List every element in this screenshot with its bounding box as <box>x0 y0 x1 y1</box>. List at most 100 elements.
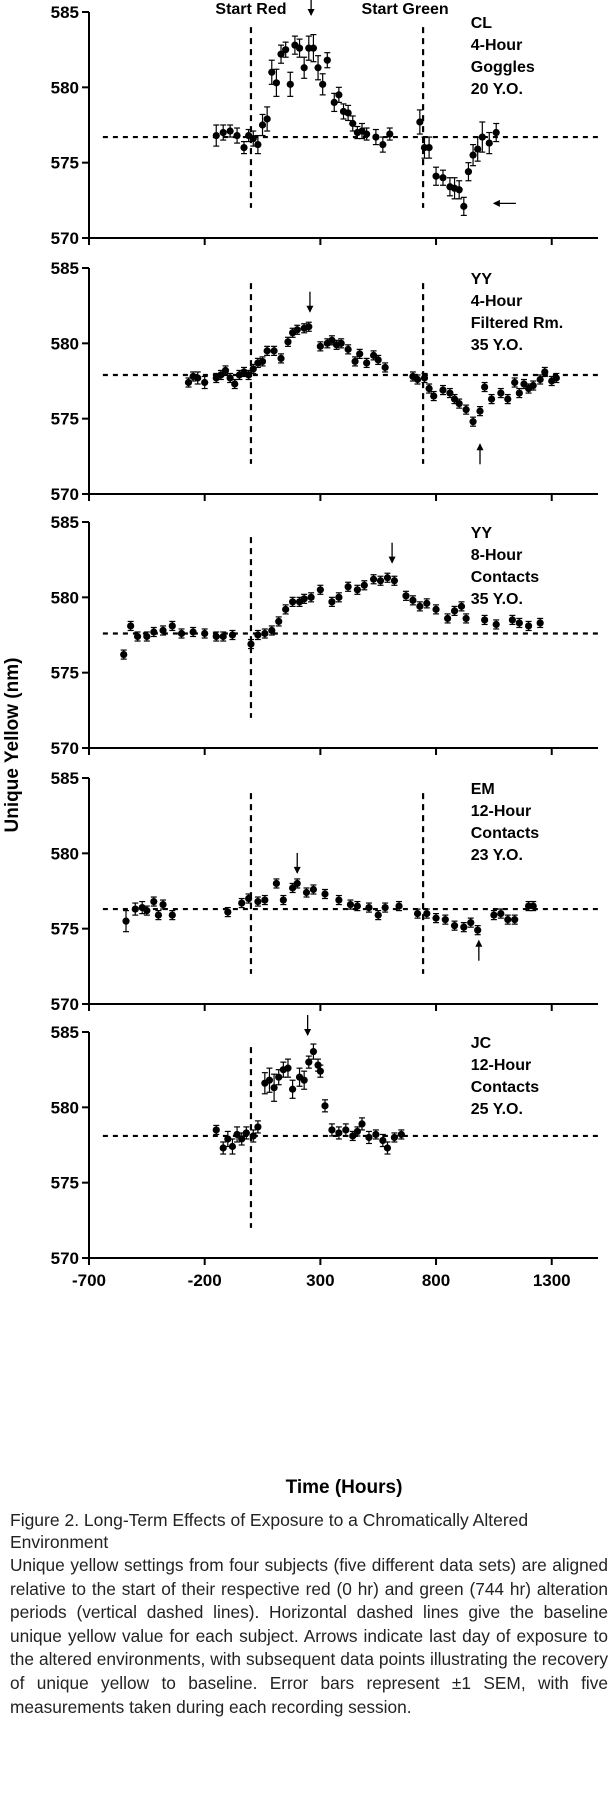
data-point <box>450 920 459 931</box>
data-point <box>159 625 167 636</box>
y-tick-label: 580 <box>51 334 79 353</box>
data-marker <box>416 118 424 126</box>
data-point <box>309 884 318 895</box>
data-point <box>439 169 447 186</box>
data-marker <box>337 339 345 347</box>
data-point <box>476 406 484 417</box>
panel-label-line: Contacts <box>471 825 540 842</box>
data-point <box>275 616 283 627</box>
data-marker <box>455 186 463 194</box>
data-point <box>224 906 232 918</box>
data-point <box>390 575 398 586</box>
data-marker <box>295 44 304 52</box>
x-tick-label: -200 <box>188 1271 222 1290</box>
data-point <box>383 572 392 583</box>
data-point <box>390 1132 398 1143</box>
data-marker <box>432 172 440 180</box>
data-point <box>455 398 463 409</box>
data-marker <box>469 418 477 426</box>
start-green-label: Start Green <box>362 1 449 18</box>
data-marker <box>430 392 438 400</box>
data-marker <box>330 98 338 106</box>
data-point <box>282 41 290 58</box>
data-point <box>143 905 151 916</box>
data-marker <box>395 902 403 910</box>
data-marker <box>189 628 197 636</box>
data-point <box>120 649 128 660</box>
panel-label-line: 8-Hour <box>471 547 523 564</box>
data-point <box>474 925 482 936</box>
x-axis-label: Time (Hours) <box>286 1477 403 1498</box>
panel-label-line: Contacts <box>471 1079 540 1096</box>
data-marker <box>282 46 290 54</box>
data-point <box>249 1129 257 1143</box>
arrow-head <box>475 939 483 947</box>
arrow-head <box>388 556 396 564</box>
data-point <box>450 177 459 200</box>
data-point <box>289 596 297 607</box>
data-marker <box>541 368 549 376</box>
data-point <box>353 584 361 595</box>
start-red-label: Start Red <box>215 1 286 18</box>
panel-label-line: YY <box>471 525 493 542</box>
y-tick-label: 570 <box>51 995 79 1014</box>
data-marker <box>159 900 167 909</box>
data-marker <box>300 64 308 72</box>
panel-label-line: 4-Hour <box>471 37 523 54</box>
data-marker <box>316 1067 324 1075</box>
data-marker <box>335 896 343 904</box>
data-marker <box>289 884 297 892</box>
data-marker <box>460 923 468 931</box>
data-marker <box>360 581 368 589</box>
data-marker <box>432 914 440 922</box>
data-point <box>272 68 281 97</box>
panel-label-line: Filtered Rm. <box>471 315 563 332</box>
data-point <box>349 115 357 132</box>
y-tick-label: 575 <box>51 920 79 939</box>
data-point <box>309 33 318 63</box>
data-marker <box>372 133 380 141</box>
data-point <box>365 1130 373 1145</box>
data-marker <box>425 144 433 152</box>
data-point <box>212 631 220 642</box>
panel-1: 570 575 580 585 Start Red Start Green CL 4-Hour… <box>51 0 598 248</box>
data-point <box>284 336 292 347</box>
data-point <box>529 380 537 391</box>
data-point <box>309 1043 318 1060</box>
data-point <box>344 581 352 592</box>
data-point <box>462 404 470 415</box>
data-marker <box>249 365 257 373</box>
figure-chart: 570 575 580 585 Start Red Start Green CL 4-Hour… <box>2 0 598 1498</box>
data-point <box>462 613 470 624</box>
data-point <box>254 1120 262 1134</box>
data-marker <box>520 380 528 388</box>
data-marker <box>245 371 253 379</box>
data-marker <box>420 374 429 382</box>
data-marker <box>524 622 533 630</box>
data-point <box>402 590 410 601</box>
data-marker <box>504 916 512 924</box>
data-point <box>245 893 253 904</box>
panel-label-line: 20 Y.O. <box>471 81 523 98</box>
y-tick-label: 575 <box>51 154 79 173</box>
data-marker <box>402 592 410 600</box>
data-point <box>219 631 227 642</box>
data-marker <box>219 128 227 137</box>
data-marker <box>159 626 167 635</box>
data-point <box>529 900 537 912</box>
panel-label-line: 25 Y.O. <box>471 1101 523 1118</box>
y-tick-label: 570 <box>51 485 79 504</box>
exposure-end-arrow <box>293 852 301 874</box>
data-point <box>432 166 440 186</box>
figure-caption-body: Unique yellow settings from four subject… <box>10 1555 608 1717</box>
y-tick-label: 575 <box>51 410 79 429</box>
data-marker <box>133 632 142 641</box>
data-point <box>335 1126 343 1140</box>
data-marker <box>268 626 276 635</box>
data-point <box>363 127 371 141</box>
exposure-end-arrow <box>475 939 483 961</box>
data-marker <box>474 145 482 153</box>
data-marker <box>369 575 378 583</box>
data-point <box>515 387 523 399</box>
exposure-end-arrow <box>304 1015 312 1037</box>
